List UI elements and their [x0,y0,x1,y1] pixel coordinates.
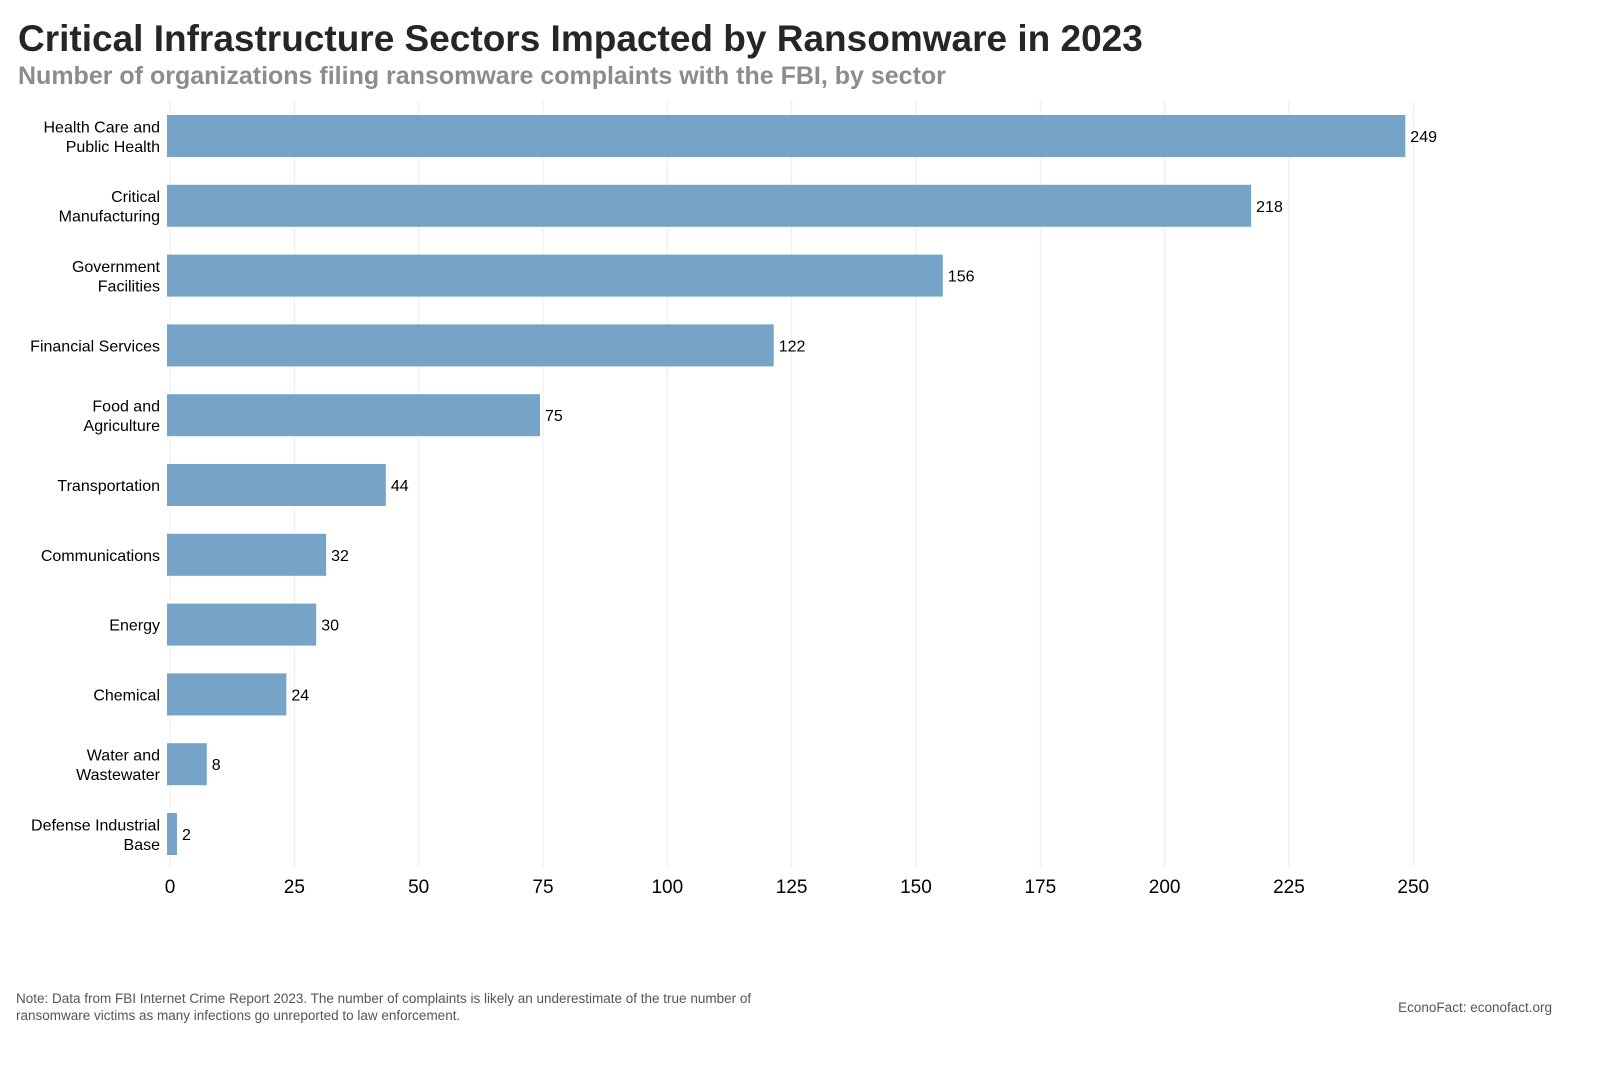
data-label: 122 [779,338,806,355]
category-label: Transportation [57,478,160,495]
category-label: Defense Industrial [31,817,160,834]
category-label: Manufacturing [59,209,160,226]
data-label: 218 [1256,199,1283,216]
category-label: Wastewater [76,767,161,784]
grid-lines [169,100,1414,868]
category-label: Government [72,259,161,276]
x-tick-label: 225 [1273,877,1305,898]
category-label: Agriculture [84,418,161,435]
data-label: 24 [291,687,309,704]
x-tick-label: 175 [1024,877,1056,898]
data-labels: 249 218 156 122 75 44 32 30 24 8 2 [182,129,1437,844]
data-label: 32 [331,548,349,565]
category-label: Public Health [66,139,160,156]
category-label: Communications [41,548,160,565]
bar [167,254,943,297]
x-tick-label: 150 [900,877,932,898]
bar [167,813,177,855]
data-label: 156 [948,269,975,286]
credit-text: EconoFact: econofact.org [1398,1000,1552,1015]
bar [167,673,287,716]
category-label: Health Care and [43,119,160,136]
bar [167,115,1406,157]
bar [167,603,317,646]
chart-title: Critical Infrastructure Sectors Impacted… [18,18,1143,59]
category-label: Facilities [98,278,160,295]
data-label: 8 [212,757,221,774]
category-label: Food and [92,398,160,415]
bar [167,184,1252,227]
x-axis-ticks: 0 25 50 75 100 125 150 175 200 225 250 [165,877,1429,898]
bar [167,394,540,437]
chart-subtitle: Number of organizations filing ransomwar… [18,62,946,90]
data-label: 30 [321,618,339,635]
data-label: 249 [1410,129,1437,146]
x-tick-label: 125 [776,877,808,898]
x-tick-label: 100 [651,877,683,898]
category-label: Water and [87,747,160,764]
x-tick-label: 0 [165,877,176,898]
data-label: 75 [545,408,563,425]
bar [167,743,207,786]
x-tick-label: 50 [408,877,429,898]
bar [167,464,386,506]
bar [167,533,327,576]
category-label: Critical [111,189,160,206]
source-note: Note: Data from FBI Internet Crime Repor… [16,991,752,1023]
data-label: 2 [182,827,191,844]
x-tick-label: 75 [532,877,553,898]
category-label: Financial Services [30,338,160,355]
category-label: Chemical [93,687,160,704]
x-tick-label: 200 [1149,877,1181,898]
x-tick-label: 250 [1397,877,1429,898]
category-labels: Health Care and Public Health Critical Manu… [30,119,161,854]
category-label: Energy [109,618,160,635]
bar [167,324,774,367]
bars [167,115,1406,855]
category-label: Base [124,837,161,854]
x-tick-label: 25 [284,877,305,898]
data-label: 44 [391,478,409,495]
